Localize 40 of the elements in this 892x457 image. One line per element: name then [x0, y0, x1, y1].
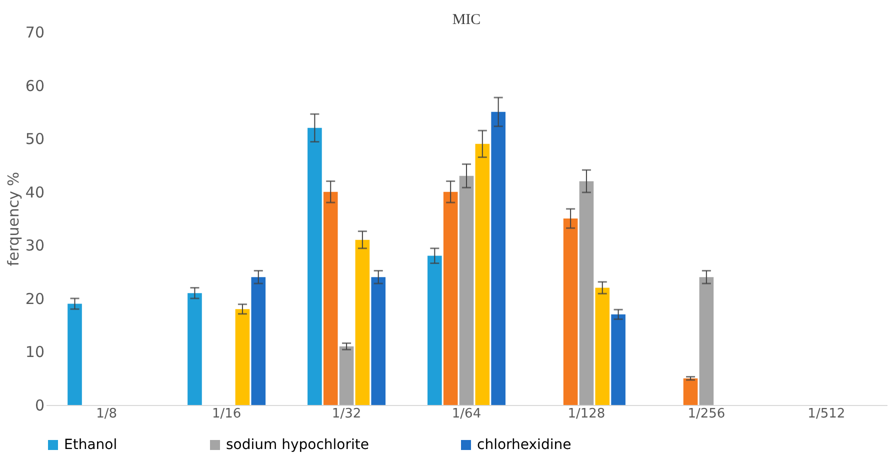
- legend-label: Ethanol: [64, 437, 118, 453]
- bar: [323, 192, 338, 405]
- bar: [428, 256, 442, 405]
- bar: [308, 128, 322, 405]
- bar: [355, 240, 370, 405]
- y-tick-label: 20: [25, 290, 44, 308]
- y-tick-label: 60: [25, 76, 44, 95]
- y-tick-label: 10: [25, 343, 44, 362]
- y-tick-label: 40: [25, 183, 44, 202]
- bar: [699, 277, 714, 405]
- x-tick-label: 1/8: [96, 406, 118, 422]
- bar: [475, 144, 490, 405]
- bar: [188, 293, 202, 405]
- legend-label: sodium hypochlorite: [226, 437, 369, 453]
- y-tick-label: 0: [34, 396, 44, 414]
- y-tick-label: 50: [25, 130, 44, 148]
- bar: [579, 181, 594, 405]
- bar: [611, 314, 626, 405]
- bar: [235, 309, 250, 405]
- bar: [683, 378, 698, 405]
- y-tick-label: 70: [25, 24, 44, 42]
- x-tick-label: 1/64: [452, 406, 482, 422]
- x-tick-label: 1/512: [808, 406, 846, 422]
- bar: [443, 192, 458, 405]
- bar: [595, 288, 610, 405]
- bar: [563, 218, 578, 405]
- bar: [371, 277, 386, 405]
- chart-title: MIC: [452, 12, 481, 28]
- x-tick-label: 1/256: [688, 406, 726, 422]
- y-tick-label: 30: [25, 236, 44, 255]
- x-tick-label: 1/128: [568, 406, 606, 422]
- bar: [68, 304, 82, 405]
- bar: [459, 176, 474, 405]
- bar: [339, 346, 354, 405]
- y-axis-title: ferquency %: [4, 172, 22, 266]
- x-tick-label: 1/16: [212, 406, 242, 422]
- legend-label: chlorhexidine: [477, 437, 572, 453]
- bar: [491, 112, 506, 405]
- bar: [251, 277, 266, 405]
- x-tick-label: 1/32: [332, 406, 362, 422]
